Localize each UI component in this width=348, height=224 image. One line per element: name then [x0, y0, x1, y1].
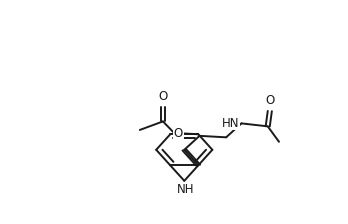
- Text: O: O: [158, 90, 168, 103]
- Text: O: O: [174, 127, 183, 140]
- Text: O: O: [265, 94, 275, 107]
- Text: HN: HN: [222, 117, 240, 130]
- Text: NH: NH: [177, 183, 195, 196]
